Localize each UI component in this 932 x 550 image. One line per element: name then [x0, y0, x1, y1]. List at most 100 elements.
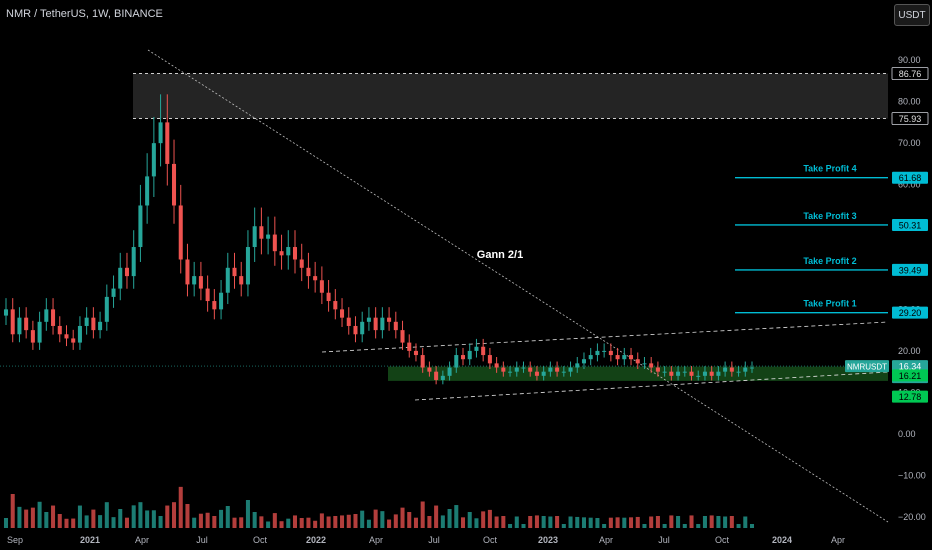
volume-bar — [192, 517, 197, 528]
candle-body — [239, 276, 244, 285]
volume-bar — [447, 509, 452, 528]
volume-bar — [292, 515, 298, 528]
candle-body — [252, 226, 257, 248]
volume-bar — [279, 521, 284, 528]
candle-body — [44, 309, 49, 322]
volume-bar — [548, 516, 553, 528]
take-profit-label: Take Profit 2 — [803, 256, 856, 266]
volume-bar — [602, 524, 607, 528]
currency-button[interactable]: USDT — [894, 4, 930, 26]
price-label-text: 39.49 — [899, 265, 922, 275]
volume-bar — [407, 512, 412, 528]
candle-body — [98, 321, 103, 331]
candle-body — [467, 350, 472, 360]
x-tick-label: 2022 — [306, 535, 326, 545]
candle-body — [24, 317, 29, 331]
volume-bar — [151, 510, 156, 528]
volume-bar — [366, 519, 371, 528]
candle-body — [286, 247, 291, 256]
volume-bar — [10, 494, 15, 528]
volume-bar — [676, 516, 681, 528]
volume-bar — [3, 518, 9, 528]
volume-bar — [575, 516, 580, 528]
volume-bar — [346, 514, 351, 528]
volume-bar — [508, 524, 513, 528]
x-tick-label: Oct — [253, 535, 268, 545]
candle-body — [360, 321, 365, 335]
candle-body — [595, 350, 600, 356]
y-tick-label: 80.00 — [898, 97, 921, 107]
candle-body — [676, 371, 681, 376]
candle-body — [608, 350, 613, 356]
price-label-text: 86.76 — [899, 69, 922, 79]
volume-bar — [91, 509, 96, 528]
price-label-box — [892, 306, 928, 319]
volume-bar — [353, 514, 358, 528]
x-tick-label: 2021 — [80, 535, 100, 545]
candle-body — [494, 363, 499, 368]
candle-body — [205, 288, 210, 302]
candle-body — [17, 317, 22, 335]
candle-body — [474, 346, 479, 351]
y-tick-label: 70.00 — [898, 138, 921, 148]
candle-body — [266, 234, 271, 239]
volume-bar — [172, 502, 177, 528]
volume-bar — [649, 516, 654, 528]
candle-body — [447, 367, 452, 376]
candle-body — [487, 355, 492, 364]
candle-body — [212, 301, 217, 310]
candle-body — [84, 317, 89, 326]
price-label-box — [892, 369, 928, 382]
x-tick-label: Apr — [599, 535, 613, 545]
volume-bar — [743, 516, 748, 528]
volume-bar — [454, 505, 459, 528]
volume-bar — [98, 515, 103, 528]
volume-bar — [528, 516, 533, 528]
volume-bar — [689, 515, 694, 528]
volume-bar — [286, 518, 291, 528]
volume-bar — [225, 506, 230, 528]
candle-body — [366, 317, 371, 322]
volume-bar — [360, 510, 365, 528]
candle-body — [440, 375, 445, 380]
candle-body — [454, 355, 459, 368]
candle-body — [219, 292, 224, 310]
take-profit-label: Take Profit 4 — [803, 164, 856, 174]
candle-body — [635, 359, 640, 364]
price-label-box — [891, 112, 929, 125]
candle-body — [91, 317, 96, 331]
candle-body — [165, 122, 170, 164]
candle-body — [669, 371, 674, 376]
candle-body — [51, 309, 56, 326]
candle-body — [71, 338, 76, 343]
volume-bar — [252, 512, 257, 528]
volume-bar — [373, 509, 378, 528]
volume-layer — [3, 486, 755, 528]
candle-body — [245, 247, 250, 285]
candle-body — [723, 367, 728, 372]
candle-body — [37, 321, 42, 343]
candle-body — [353, 325, 358, 335]
x-tick-label: 2023 — [538, 535, 558, 545]
take-profit-layer: Take Profit 4 Take Profit 3 Take Profit 2 T… — [477, 164, 888, 314]
candle-body — [400, 330, 405, 343]
volume-bar — [299, 518, 304, 528]
candle-body — [198, 276, 203, 289]
chart-title: NMR / TetherUS, 1W, BINANCE — [6, 8, 163, 20]
candle-body — [622, 355, 627, 360]
candle-body — [185, 259, 190, 285]
volume-bar — [37, 501, 42, 528]
candle-body — [548, 367, 553, 372]
price-label-text: 61.68 — [899, 173, 922, 183]
candle-body — [319, 280, 324, 293]
volume-bar — [400, 507, 405, 528]
candle-body — [649, 363, 654, 368]
candle-body — [259, 226, 264, 239]
volume-bar — [729, 516, 734, 528]
x-tick-label: Jul — [428, 535, 440, 545]
candle-body — [225, 267, 230, 293]
volume-bar — [749, 524, 755, 528]
volume-bar — [696, 524, 701, 528]
volume-bar — [501, 516, 506, 528]
candle-body — [568, 367, 573, 372]
